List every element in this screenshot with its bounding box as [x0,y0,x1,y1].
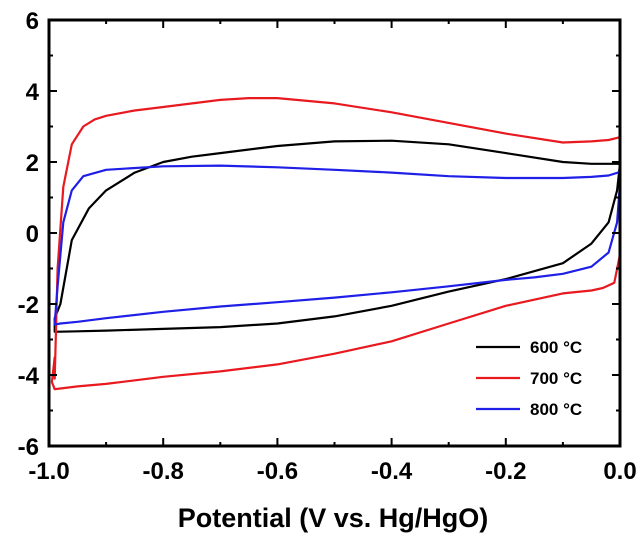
legend: 600 °C 700 °C 800 °C [476,338,582,419]
plot-frame [47,18,622,448]
y-tick-label: -2 [18,292,39,319]
x-tick-label: -0.6 [257,458,298,485]
y-tick-label: -4 [18,363,40,390]
x-tick-label: -0.4 [371,458,413,485]
y-tick-label: -6 [18,434,39,461]
series-line-3 [53,164,622,326]
series-line-1 [53,139,622,333]
x-tick-label: 0.0 [603,458,636,485]
y-tick-label: 0 [26,221,39,248]
legend-label-2: 700 °C [530,369,582,388]
y-tick-label: 2 [26,150,39,177]
y-tick-label: 6 [26,8,39,35]
x-tick-label: -0.2 [485,458,526,485]
x-axis-title: Potential (V vs. Hg/HgO) [178,503,489,533]
x-tick-label: -1.0 [28,458,69,485]
y-tick-label: 4 [26,79,40,106]
tick-labels-layer: -1.0 -0.8 -0.6 -0.4 -0.2 0.0 -6 -4 -2 0 2 4 6 [18,8,637,485]
legend-label-3: 800 °C [530,400,582,419]
legend-label-1: 600 °C [530,338,582,357]
series-line-2 [50,96,622,391]
x-tick-label: -0.8 [143,458,184,485]
